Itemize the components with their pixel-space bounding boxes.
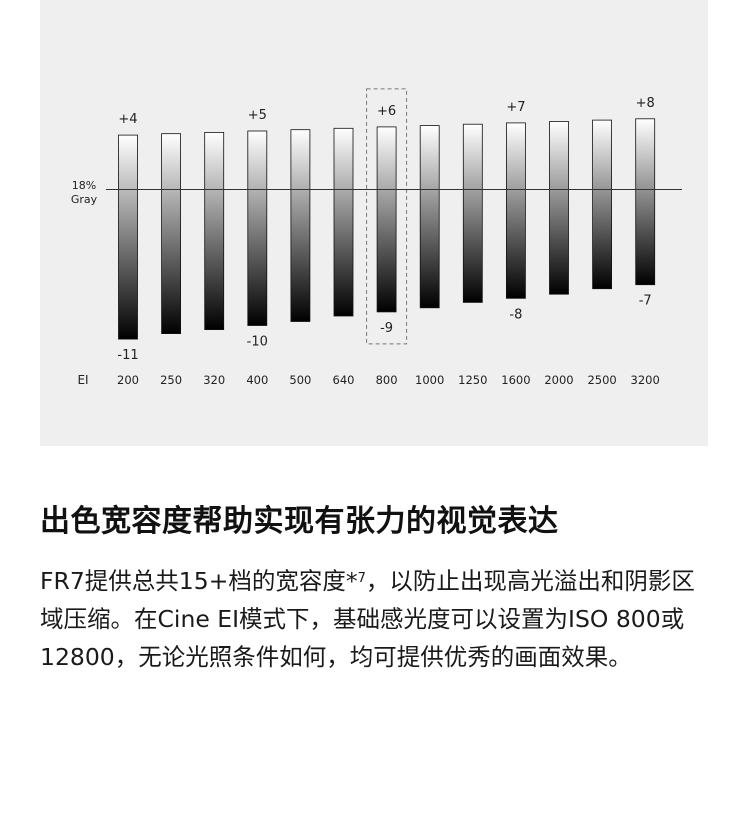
label-below-200: -11 (117, 348, 138, 363)
bars-layer (118, 88, 656, 345)
bar-2000 (549, 121, 569, 295)
x-tick-1600: 1600 (501, 373, 530, 387)
bar-3200 (635, 118, 656, 286)
label-below-1600: -8 (509, 307, 522, 322)
bar-1250 (462, 123, 483, 303)
x-tick-1250: 1250 (458, 373, 487, 387)
reference-label-line-1: 18% (72, 179, 96, 192)
x-tick-500: 500 (289, 373, 311, 387)
x-tick-640: 640 (333, 373, 355, 387)
label-above-1600: +7 (506, 100, 525, 115)
latitude-chart: 18% Gray EI +4 -11 200 250 320 +5 -10 400 500 640… (71, 88, 682, 387)
body-text: FR7提供总共15+档的宽容度*7，以防止出现高光溢出和阴影区域压缩。在Cine… (40, 562, 712, 676)
x-tick-2000: 2000 (544, 373, 573, 387)
x-tick-400: 400 (246, 373, 268, 387)
body-text-part-2: ，以防止出现高光溢出和阴影区域压缩。在Cine EI模式下，基础感光度可以设置为… (40, 567, 695, 671)
bar-2500 (592, 119, 612, 290)
x-axis-label: EI (77, 373, 88, 387)
labels-layer: +4 -11 200 250 320 +5 -10 400 500 640 +6 -9 800 1000 1… (117, 96, 660, 387)
bar-500 (290, 129, 311, 322)
bar-640 (333, 127, 354, 317)
footnote-reference: 7 (357, 571, 366, 586)
bar-1000 (419, 125, 440, 309)
label-above-400: +5 (248, 108, 267, 123)
label-below-400: -10 (247, 335, 268, 350)
bar-800 (376, 126, 397, 313)
x-tick-800: 800 (376, 373, 398, 387)
label-above-3200: +8 (636, 96, 655, 111)
bar-320 (204, 131, 225, 330)
bar-1600 (505, 122, 526, 299)
label-above-200: +4 (118, 112, 137, 127)
x-tick-320: 320 (203, 373, 225, 387)
label-below-3200: -7 (639, 294, 652, 309)
bar-400 (247, 130, 268, 326)
headline: 出色宽容度帮助实现有张力的视觉表达 (40, 504, 559, 539)
x-tick-250: 250 (160, 373, 182, 387)
label-below-800: -9 (380, 321, 393, 336)
x-tick-200: 200 (117, 373, 139, 387)
highlight-box-800 (366, 88, 408, 345)
bar-200 (118, 134, 138, 340)
x-tick-1000: 1000 (415, 373, 444, 387)
reference-label-line-2: Gray (71, 193, 98, 206)
body-text-part-1: FR7提供总共15+档的宽容度* (40, 567, 358, 595)
bar-250 (161, 133, 182, 334)
x-tick-2500: 2500 (587, 373, 616, 387)
x-tick-3200: 3200 (631, 373, 660, 387)
label-above-800: +6 (377, 104, 396, 119)
